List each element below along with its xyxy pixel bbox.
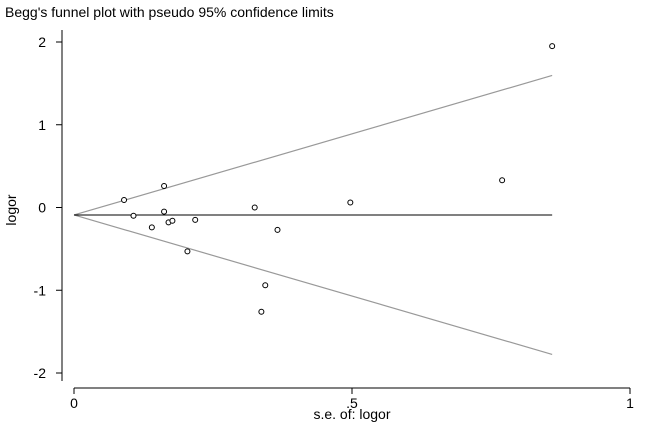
- study-point: [148, 224, 155, 231]
- axes: [61, 30, 630, 389]
- y-tick-label: 2: [38, 34, 46, 50]
- study-point: [499, 177, 506, 184]
- y-tick-label: -1: [34, 282, 47, 298]
- y-ticks: 2 1 0 -1 -2: [34, 34, 62, 381]
- study-point: [274, 226, 281, 233]
- upper-confidence-limit: [73, 74, 553, 216]
- plot-lines: [73, 74, 553, 356]
- y-tick-label: 0: [38, 200, 46, 216]
- x-axis-label: s.e. of: logor: [313, 406, 390, 422]
- chart-title: Begg's funnel plot with pseudo 95% confi…: [5, 4, 334, 20]
- study-point: [258, 308, 265, 315]
- y-axis-label: logor: [3, 194, 19, 225]
- x-ticks: 0.5 1: [70, 388, 634, 411]
- study-point: [161, 182, 168, 189]
- plot-points: [121, 43, 556, 315]
- x-tick-label: 1: [626, 395, 634, 411]
- study-point: [184, 248, 191, 255]
- study-point: [347, 199, 354, 206]
- y-tick-label: 1: [38, 117, 46, 133]
- study-point: [161, 208, 168, 215]
- study-point: [262, 282, 269, 289]
- study-point: [130, 212, 137, 219]
- study-point: [169, 217, 176, 224]
- x-tick-label: 0: [70, 395, 78, 411]
- study-point: [549, 43, 556, 50]
- lower-confidence-limit: [73, 214, 553, 356]
- y-tick-label: -2: [34, 365, 47, 381]
- study-point: [192, 216, 199, 223]
- x-tick-label: .5: [346, 395, 358, 411]
- study-point: [251, 204, 258, 211]
- study-point: [121, 197, 128, 204]
